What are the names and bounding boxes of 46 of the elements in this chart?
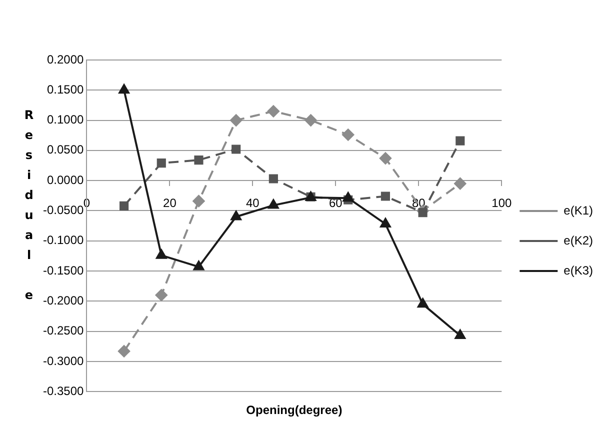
point (454, 178, 466, 190)
point (194, 156, 204, 165)
x-tick-label: 100 (492, 196, 512, 210)
point (304, 114, 317, 126)
point (418, 208, 428, 218)
y-tick-label: 0.0000 (46, 172, 84, 187)
y-tick-label: -0.2500 (42, 324, 84, 338)
point (268, 199, 279, 209)
point (192, 195, 205, 208)
x-axis-title: Opening(degree) (246, 403, 342, 418)
point (156, 158, 166, 168)
point (156, 249, 167, 259)
point (379, 152, 392, 164)
y-tick-label: 0.1000 (46, 112, 84, 127)
point (380, 192, 390, 201)
y-tick-label: -0.0500 (42, 203, 84, 218)
y-tick-label: -0.1500 (42, 263, 84, 278)
y-tick-label: -0.2000 (42, 293, 84, 308)
x-tick-label: 20 (163, 196, 177, 210)
y-tick-label: -0.1000 (42, 233, 84, 248)
point (230, 210, 242, 220)
y-tick-label: -0.3500 (42, 384, 84, 398)
y-axis-title: Residual e (22, 108, 36, 308)
point (193, 260, 204, 270)
point (230, 114, 242, 126)
legend-label: e(K3) (564, 263, 594, 278)
point (118, 345, 130, 358)
point (454, 330, 466, 340)
point (342, 128, 354, 141)
y-tick-label: 0.1500 (46, 82, 84, 96)
point (380, 218, 391, 228)
point (232, 144, 241, 154)
legend-label: e(K1) (564, 203, 594, 218)
point (456, 136, 465, 146)
point (120, 201, 129, 210)
point (268, 174, 278, 184)
point (155, 289, 168, 302)
y-tick-label: 0.2000 (46, 52, 84, 66)
y-tick-label: 0.0500 (46, 142, 84, 157)
y-tick-label: -0.3000 (42, 354, 84, 368)
legend-label: e(K2) (564, 233, 594, 248)
x-tick-label: 40 (246, 196, 260, 210)
point (267, 105, 280, 118)
point (342, 192, 354, 202)
point (417, 298, 428, 308)
point (118, 84, 130, 94)
